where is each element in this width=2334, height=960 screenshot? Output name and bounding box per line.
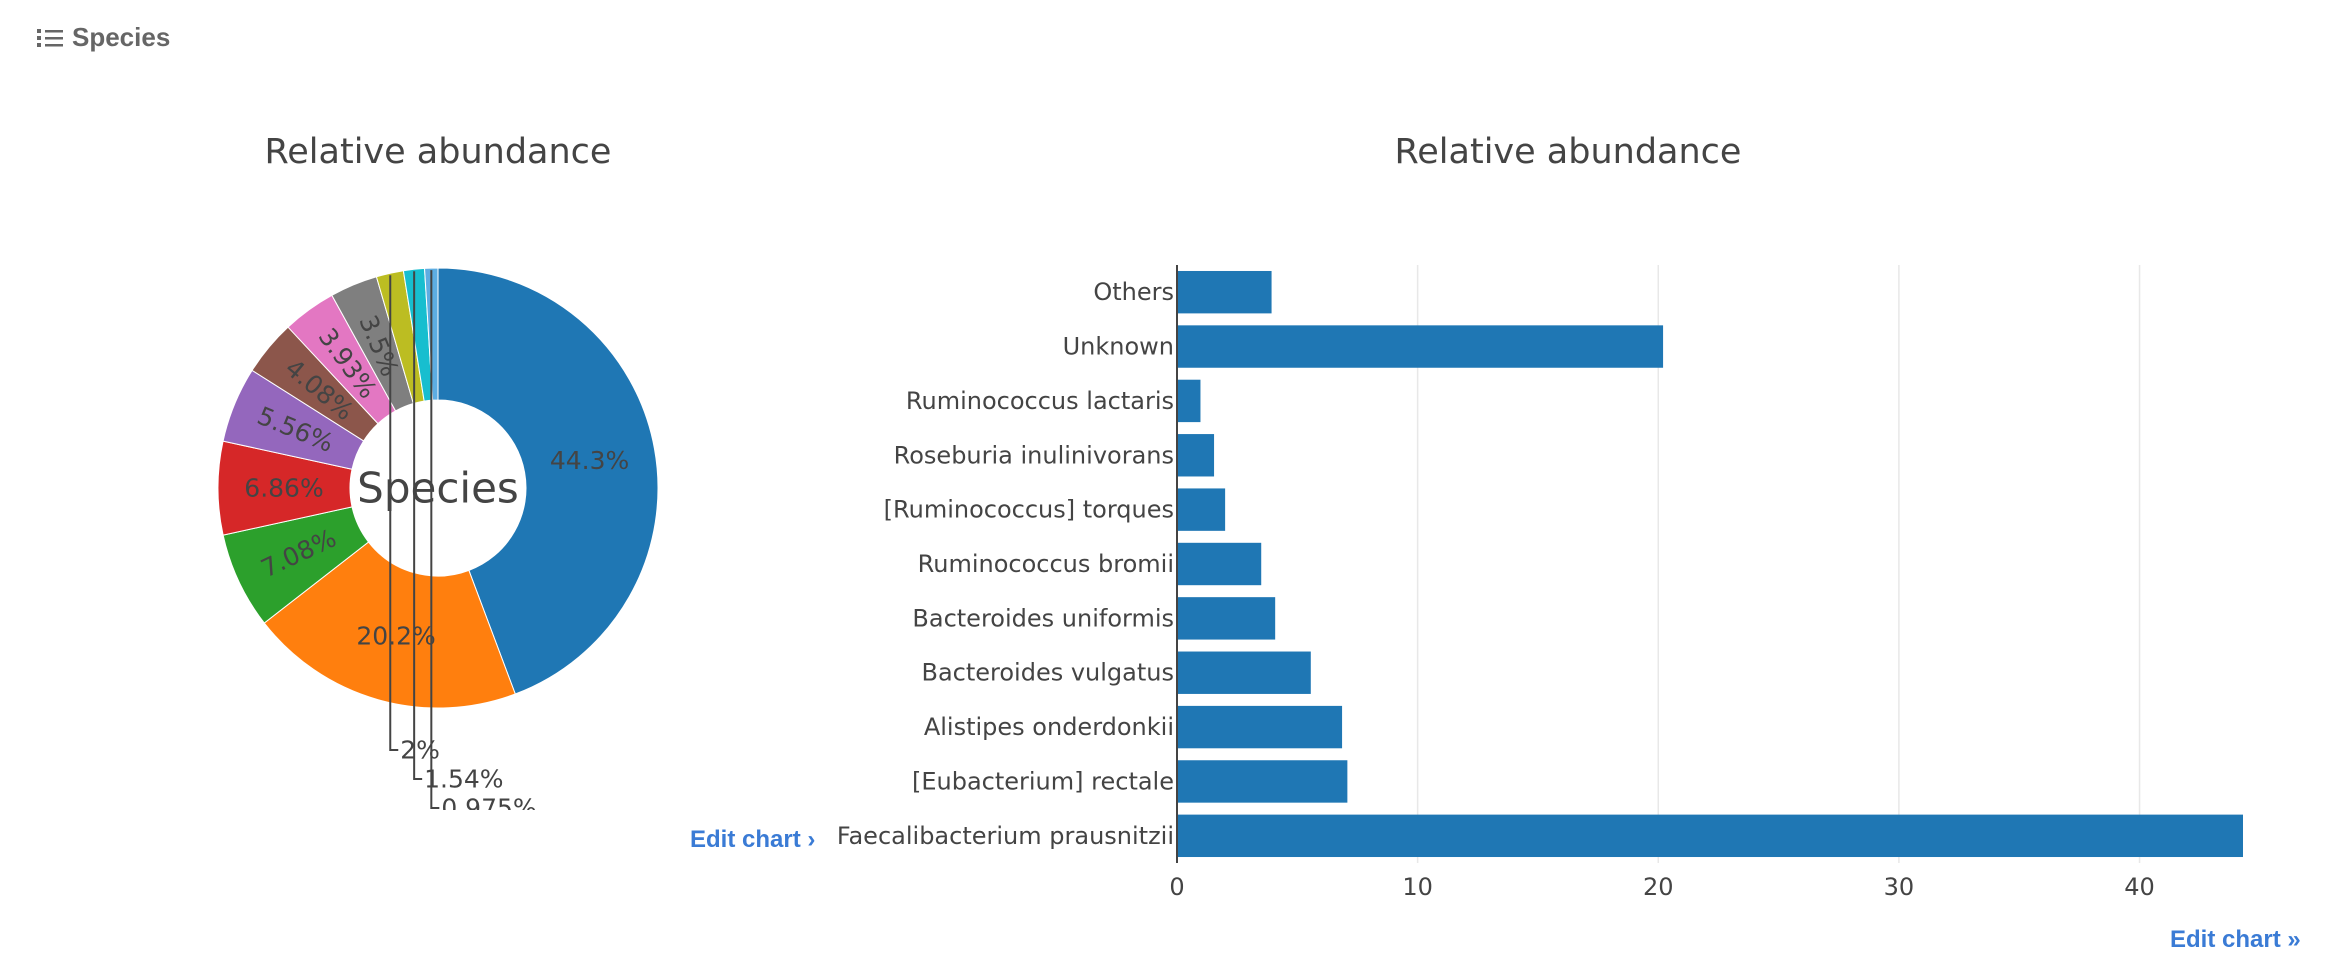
y-tick-label-1: Unknown xyxy=(1063,333,1174,361)
y-tick-label-2: Ruminococcus lactaris xyxy=(906,387,1174,415)
pie-slice-label-1: 20.2% xyxy=(356,622,435,651)
pie-leader-line-10 xyxy=(430,270,440,809)
y-tick-label-3: Roseburia inulinivorans xyxy=(894,441,1174,469)
bar-chart: 0 10 20 30 40 Others Unknown Ruminococcus lacta… xyxy=(837,265,2243,901)
bar-9 xyxy=(1177,760,1348,803)
bar-0 xyxy=(1177,270,1272,314)
y-tick-label-4: [Ruminococcus] torques xyxy=(884,496,1174,524)
x-tick-label-0: 0 xyxy=(1169,873,1184,901)
bar-edit-chart-link[interactable]: Edit chart » xyxy=(2170,926,2301,953)
pie-slice-label-8: 2% xyxy=(400,736,440,765)
y-tick-label-7: Bacteroides vulgatus xyxy=(921,659,1174,687)
pie-chart-title: Relative abundance xyxy=(264,132,612,172)
section-header: Species xyxy=(36,22,170,53)
bar-10 xyxy=(1177,814,2243,858)
x-tick-label-3: 30 xyxy=(1884,873,1915,901)
pie-edit-chart-link[interactable]: Edit chart › xyxy=(690,826,816,853)
bar-5 xyxy=(1177,542,1262,586)
y-tick-label-0: Others xyxy=(1093,278,1174,306)
pie-slice-label-3: 6.86% xyxy=(244,474,323,503)
y-tick-label-10: Faecalibacterium prausnitzii xyxy=(837,822,1174,850)
pie-slice-label-9: 1.54% xyxy=(424,765,503,794)
bar-3 xyxy=(1177,434,1215,477)
bar-chart-title: Relative abundance xyxy=(1394,132,1742,172)
y-tick-label-9: [Eubacterium] rectale xyxy=(912,767,1174,795)
pie-slice-label-10: 0.975% xyxy=(441,794,536,811)
pie-chart: 44.3%20.2%7.08%6.86%5.56%4.08%3.93%3.5%0… xyxy=(217,267,659,811)
list-icon xyxy=(37,28,63,47)
x-tick-label-4: 40 xyxy=(2124,873,2155,901)
pie-leader-line-8 xyxy=(389,275,399,751)
bar-8 xyxy=(1177,705,1343,749)
bar-7 xyxy=(1177,651,1311,694)
bar-1 xyxy=(1177,325,1664,368)
section-title: Species xyxy=(72,22,171,52)
bar-2 xyxy=(1177,379,1201,423)
x-tick-label-2: 20 xyxy=(1643,873,1674,901)
bar-4 xyxy=(1177,488,1226,531)
pie-leader-line-9 xyxy=(413,271,423,780)
x-tick-label-1: 10 xyxy=(1402,873,1433,901)
bar-6 xyxy=(1177,597,1276,640)
pie-slice-label-0: 44.3% xyxy=(550,446,629,475)
y-tick-label-6: Bacteroides uniformis xyxy=(912,604,1174,632)
pie-slice-0 xyxy=(437,267,659,695)
y-tick-label-5: Ruminococcus bromii xyxy=(918,550,1174,578)
y-tick-label-8: Alistipes onderdonkii xyxy=(924,713,1174,741)
pie-center-label: Species xyxy=(357,464,519,513)
